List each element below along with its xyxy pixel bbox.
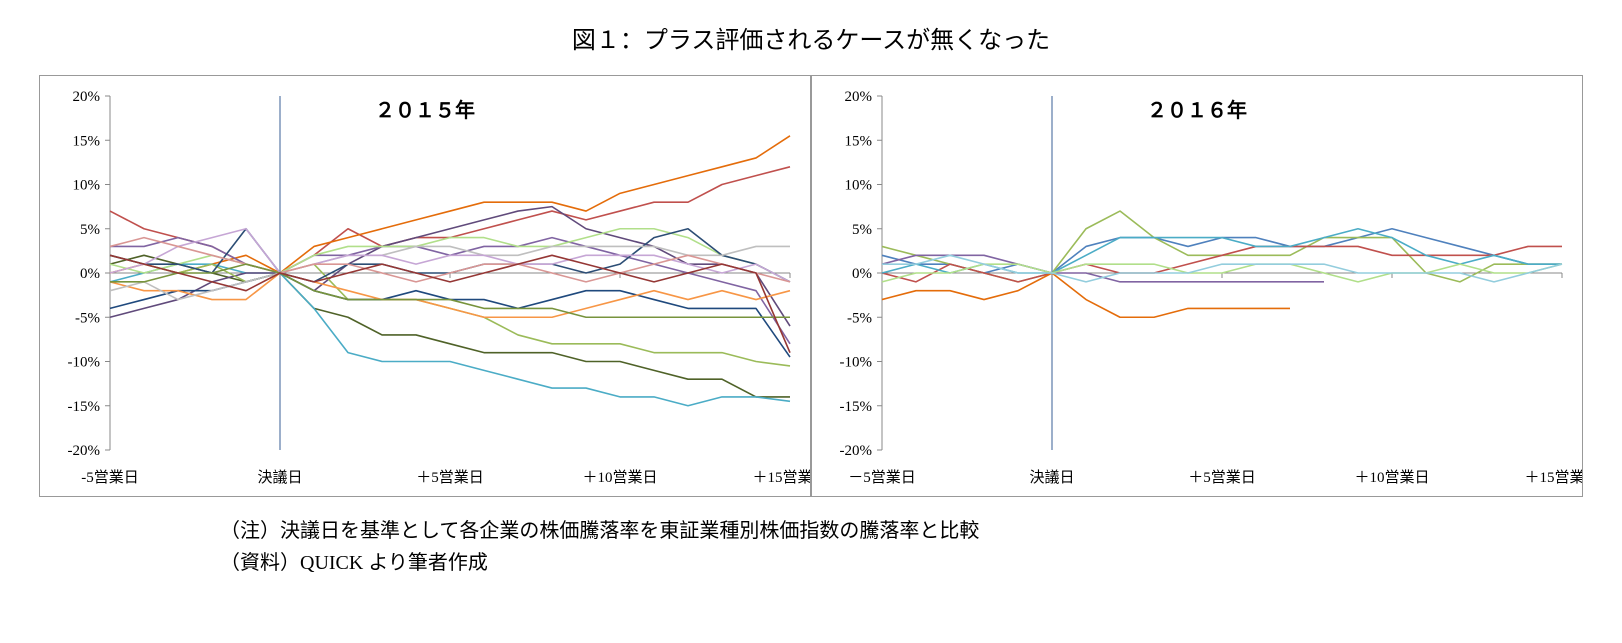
svg-text:-15%: -15% (840, 399, 873, 415)
chart-2015: ２０１５年 -20% -15% -10% -5% 0% 5% 10% 15% 20% -5営業日 決… (39, 75, 811, 497)
svg-text:15%: 15% (845, 133, 873, 149)
svg-text:-5営業日: -5営業日 (81, 469, 139, 486)
svg-text:0%: 0% (852, 266, 872, 282)
figure-title: 図１：プラス評価されるケースが無くなった (20, 20, 1602, 55)
svg-text:5%: 5% (852, 222, 872, 238)
chart-2016: ２０１６年 -20% -15% -10% -5% 0% 5% 10% 15% 20% －5営業日 決… (811, 75, 1583, 497)
svg-text:＋10営業日: ＋10営業日 (1354, 469, 1429, 486)
svg-text:-20%: -20% (68, 443, 101, 459)
footnotes: （注）決議日を基準として各企業の株価騰落率を東証業種別株価指数の騰落率と比較 （… (220, 515, 1602, 579)
svg-text:＋15営業日: ＋15営業日 (752, 469, 810, 486)
footnote-source: （資料）QUICK より筆者作成 (220, 547, 1602, 579)
svg-text:＋10営業日: ＋10営業日 (582, 469, 657, 486)
svg-text:-15%: -15% (68, 399, 101, 415)
footnote-note: （注）決議日を基準として各企業の株価騰落率を東証業種別株価指数の騰落率と比較 (220, 515, 1602, 547)
chart-2015-svg: -20% -15% -10% -5% 0% 5% 10% 15% 20% -5営業日 決議日 ＋5営業… (40, 76, 810, 496)
svg-text:-5%: -5% (75, 310, 100, 326)
svg-text:＋15営業日: ＋15営業日 (1524, 469, 1582, 486)
svg-text:＋5営業日: ＋5営業日 (416, 469, 484, 486)
svg-text:0%: 0% (80, 266, 100, 282)
svg-text:20%: 20% (73, 89, 101, 105)
svg-text:10%: 10% (73, 178, 101, 194)
svg-text:15%: 15% (73, 133, 101, 149)
chart-2016-title: ２０１６年 (1147, 94, 1247, 123)
svg-text:5%: 5% (80, 222, 100, 238)
svg-text:-5%: -5% (847, 310, 872, 326)
chart-2015-title: ２０１５年 (375, 94, 475, 123)
svg-text:10%: 10% (845, 178, 873, 194)
svg-text:-10%: -10% (68, 355, 101, 371)
svg-text:－5営業日: －5営業日 (848, 469, 916, 486)
chart-2016-svg: -20% -15% -10% -5% 0% 5% 10% 15% 20% －5営業日 決議日 ＋5営業… (812, 76, 1582, 496)
svg-text:-20%: -20% (840, 443, 873, 459)
svg-text:決議日: 決議日 (257, 468, 302, 486)
svg-text:-10%: -10% (840, 355, 873, 371)
charts-panel: ２０１５年 -20% -15% -10% -5% 0% 5% 10% 15% 20% -5営業日 決… (20, 75, 1602, 497)
svg-text:20%: 20% (845, 89, 873, 105)
svg-text:決議日: 決議日 (1029, 468, 1074, 486)
svg-text:＋5営業日: ＋5営業日 (1188, 469, 1256, 486)
